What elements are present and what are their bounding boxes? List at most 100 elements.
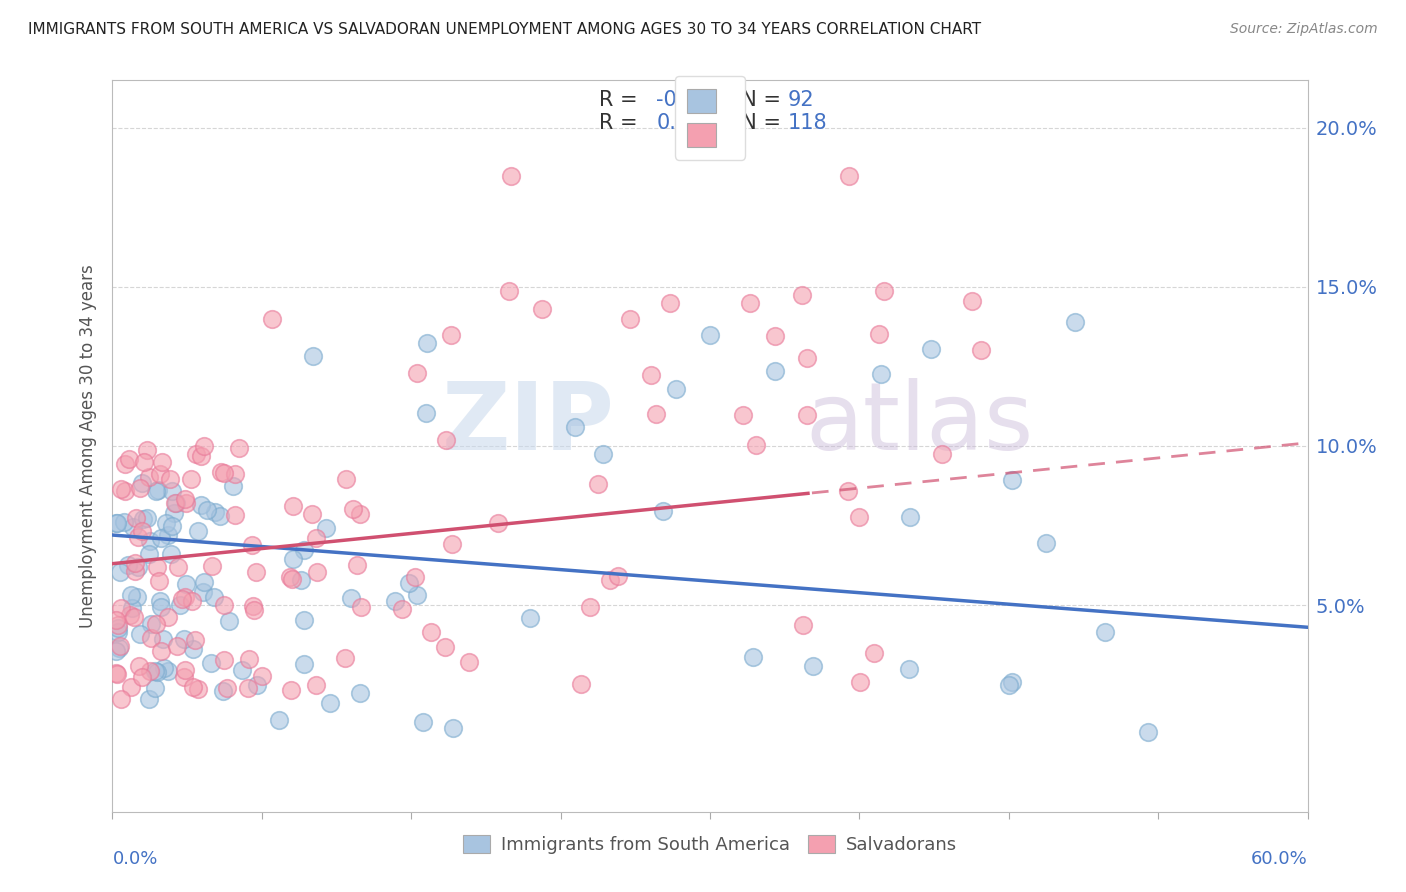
Point <box>245 565 267 579</box>
Point <box>652 504 675 518</box>
Point <box>138 547 160 561</box>
Point <box>166 640 188 654</box>
Point <box>838 169 860 183</box>
Point <box>920 342 942 356</box>
Point <box>149 531 172 545</box>
Point <box>149 467 172 482</box>
Point <box>114 483 136 498</box>
Point <box>212 684 235 698</box>
Point <box>281 500 304 514</box>
Point <box>238 652 260 666</box>
Point <box>269 713 291 727</box>
Point <box>125 511 148 525</box>
Point <box>872 285 894 299</box>
Point <box>120 587 142 601</box>
Text: 60.0%: 60.0% <box>1251 850 1308 868</box>
Point <box>398 576 420 591</box>
Point <box>499 169 522 183</box>
Point <box>571 677 593 691</box>
Point <box>139 664 162 678</box>
Point <box>105 667 128 681</box>
Point <box>242 599 264 613</box>
Text: R =: R = <box>599 90 644 110</box>
Point <box>186 447 208 461</box>
Point <box>863 646 886 660</box>
Point <box>107 624 129 639</box>
Point <box>848 675 870 690</box>
Point <box>139 631 162 645</box>
Point <box>342 502 364 516</box>
Point <box>307 565 329 579</box>
Point <box>122 610 145 624</box>
Point <box>139 616 162 631</box>
Point <box>138 533 160 548</box>
Point <box>640 368 662 382</box>
Point <box>498 284 520 298</box>
Point <box>665 382 688 396</box>
Point <box>124 564 146 578</box>
Point <box>138 691 160 706</box>
Point <box>118 452 141 467</box>
Point <box>416 336 439 351</box>
Point <box>246 678 269 692</box>
Point <box>458 656 481 670</box>
Text: N =: N = <box>728 112 787 133</box>
Point <box>292 543 315 558</box>
Point <box>143 681 166 695</box>
Point <box>699 327 721 342</box>
Point <box>440 327 463 342</box>
Point <box>335 651 357 665</box>
Point <box>127 530 149 544</box>
Point <box>110 482 132 496</box>
Y-axis label: Unemployment Among Ages 30 to 34 years: Unemployment Among Ages 30 to 34 years <box>79 264 97 628</box>
Point <box>190 449 212 463</box>
Point <box>136 442 159 457</box>
Point <box>114 457 136 471</box>
Point <box>741 650 763 665</box>
Point <box>1137 725 1160 739</box>
Point <box>131 524 153 539</box>
Point <box>578 599 600 614</box>
Point <box>107 617 129 632</box>
Point <box>292 657 315 671</box>
Point <box>117 558 139 573</box>
Point <box>1094 625 1116 640</box>
Text: 92: 92 <box>787 90 814 110</box>
Text: -0.195: -0.195 <box>657 90 724 110</box>
Point <box>315 521 337 535</box>
Point <box>434 433 457 447</box>
Point <box>224 467 246 481</box>
Point <box>236 681 259 696</box>
Point <box>181 642 204 657</box>
Point <box>405 366 427 380</box>
Point <box>231 663 253 677</box>
Point <box>174 491 197 506</box>
Point <box>160 519 183 533</box>
Text: N =: N = <box>728 90 787 110</box>
Point <box>212 653 235 667</box>
Point <box>898 662 921 676</box>
Point <box>349 686 371 700</box>
Point <box>209 508 232 523</box>
Point <box>415 406 437 420</box>
Point <box>148 574 170 588</box>
Point <box>868 326 890 341</box>
Point <box>412 715 434 730</box>
Point <box>143 664 166 678</box>
Point <box>599 573 621 587</box>
Point <box>209 465 232 479</box>
Point <box>1035 535 1057 549</box>
Point <box>931 446 953 460</box>
Point <box>128 626 150 640</box>
Point <box>519 610 541 624</box>
Point <box>645 407 668 421</box>
Point <box>134 455 156 469</box>
Point <box>960 293 983 308</box>
Point <box>290 573 312 587</box>
Point <box>250 668 273 682</box>
Point <box>159 472 181 486</box>
Legend: Immigrants from South America, Salvadorans: Immigrants from South America, Salvadora… <box>456 828 965 861</box>
Point <box>384 594 406 608</box>
Point <box>763 329 786 343</box>
Point <box>278 570 301 584</box>
